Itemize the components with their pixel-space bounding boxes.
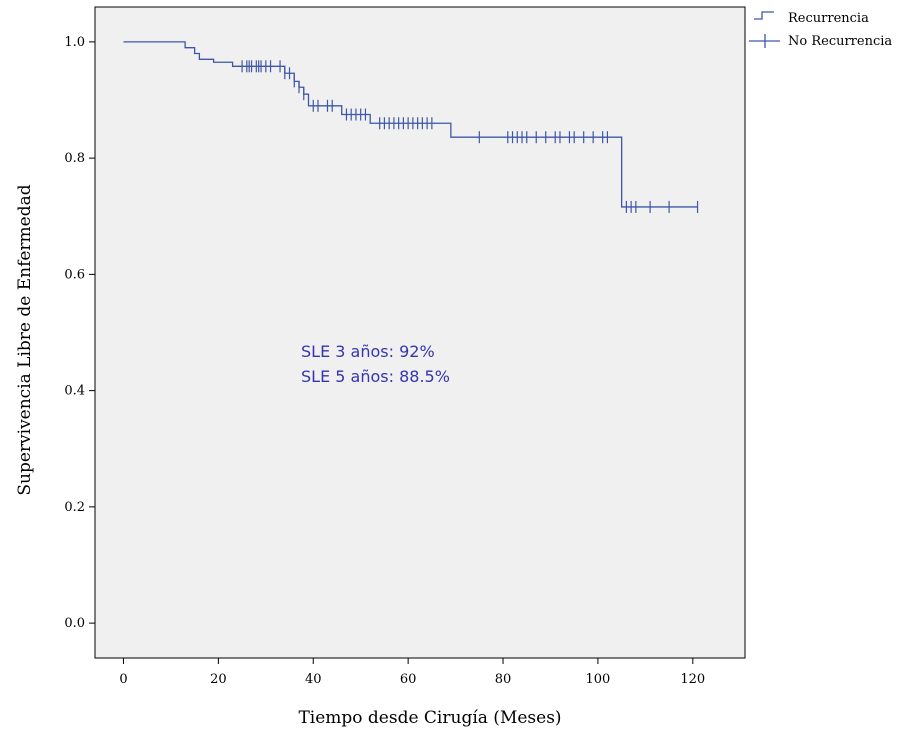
y-tick-label: 0.4 (64, 384, 85, 399)
y-tick-label: 0.2 (64, 500, 85, 515)
annotation-sle-3: SLE 3 años: 92% (301, 342, 435, 361)
x-tick-label: 0 (119, 672, 127, 687)
x-tick-label: 20 (210, 672, 227, 687)
legend: Recurrencia No Recurrencia (749, 11, 892, 49)
x-tick-label: 120 (680, 672, 705, 687)
annotation-sle-5: SLE 5 años: 88.5% (301, 367, 450, 386)
x-tick-label: 60 (400, 672, 417, 687)
censor-marks (241, 60, 699, 213)
y-tick-label: 0.0 (64, 616, 85, 631)
x-axis-label: Tiempo desde Cirugía (Meses) (298, 708, 561, 728)
y-axis-label: Supervivencia Libre de Enfermedad (15, 184, 35, 495)
y-tick-label: 0.8 (64, 151, 85, 166)
legend-recurrencia-step-icon (754, 11, 774, 20)
survival-curve (123, 41, 698, 208)
plot-background (94, 6, 746, 659)
y-axis: 0.0 0.2 0.4 0.6 0.8 1.0 (64, 35, 95, 631)
x-axis: 0 20 40 60 80 100 120 (119, 658, 705, 687)
legend-recurrencia-label: Recurrencia (788, 11, 869, 26)
x-tick-label: 40 (305, 672, 322, 687)
legend-no-recurrencia-label: No Recurrencia (788, 34, 892, 49)
x-tick-label: 80 (495, 672, 512, 687)
survival-step-line (123, 41, 698, 208)
y-tick-label: 0.6 (64, 267, 85, 282)
x-tick-label: 100 (586, 672, 611, 687)
y-tick-label: 1.0 (64, 35, 85, 50)
